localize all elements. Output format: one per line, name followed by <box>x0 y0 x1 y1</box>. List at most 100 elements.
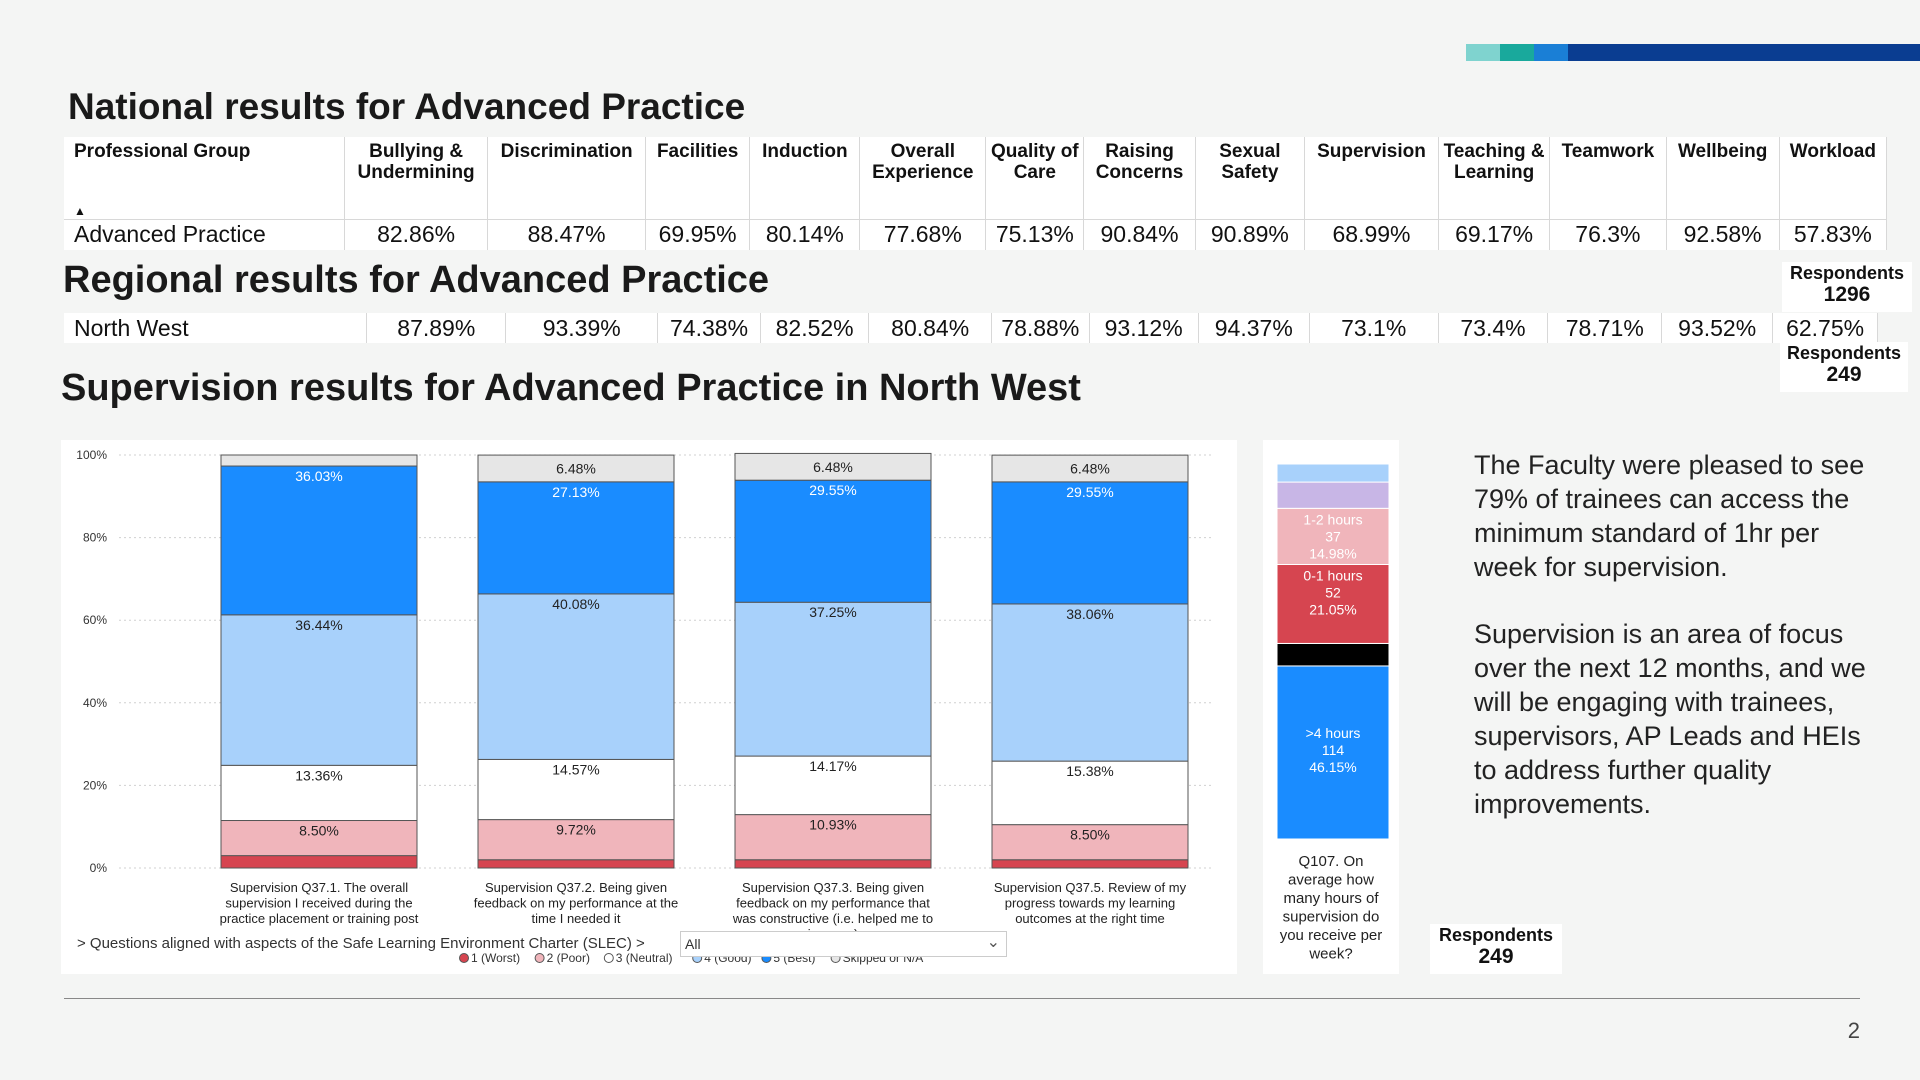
bar-segment <box>734 452 932 481</box>
x-category-label: outcomes at the right time <box>1015 911 1165 926</box>
data-label: 46.15% <box>1309 759 1356 775</box>
column-header[interactable]: Workload <box>1779 137 1888 220</box>
bar-segment <box>220 764 418 822</box>
x-category-label: feedback on my performance that <box>736 896 930 911</box>
table-row: Advanced Practice 82.86% 88.47% 69.95% 80.14… <box>64 218 1888 250</box>
column-header[interactable]: Teamwork <box>1549 137 1667 220</box>
table-cell: 80.14% <box>749 218 861 250</box>
respondents-value: 249 <box>1826 363 1862 386</box>
column-header[interactable]: Induction <box>749 137 861 220</box>
data-label: >4 hours <box>1306 725 1361 741</box>
bar-segment <box>734 814 932 861</box>
legend-marker <box>534 953 545 963</box>
brand-color-strip <box>1466 44 1920 61</box>
data-label: 10.93% <box>809 817 856 833</box>
x-category-label: you receive per <box>1280 927 1383 944</box>
data-label: 14.17% <box>809 758 856 774</box>
legend-marker <box>603 953 614 963</box>
data-label: 36.44% <box>295 617 342 633</box>
table-cell: 68.99% <box>1304 218 1439 250</box>
bar-segment <box>991 454 1189 483</box>
data-label: 14.57% <box>552 761 599 777</box>
data-label: 29.55% <box>1066 484 1113 500</box>
brand-strip-segment <box>1568 44 1920 61</box>
data-label: 40.08% <box>552 596 599 612</box>
data-label: 36.03% <box>295 468 342 484</box>
column-header[interactable]: Quality of Care <box>985 137 1085 220</box>
x-category-label: Supervision Q37.3. Being given <box>742 880 924 895</box>
slec-breadcrumb[interactable]: > Questions aligned with aspects of the … <box>77 935 645 952</box>
table-cell: 93.12% <box>1089 313 1199 343</box>
column-header[interactable]: Supervision <box>1304 137 1439 220</box>
data-label: 1-2 hours <box>1303 511 1362 527</box>
bar-segment <box>991 760 1189 826</box>
bar-segment <box>220 465 418 616</box>
data-label: 9.72% <box>556 822 596 838</box>
table-cell: 76.3% <box>1549 218 1667 250</box>
column-header[interactable]: Sexual Safety <box>1195 137 1306 220</box>
table-cell: 78.71% <box>1547 313 1663 343</box>
data-label: 37.25% <box>809 604 856 620</box>
column-header[interactable]: Wellbeing <box>1666 137 1780 220</box>
x-category-label: feedback on my performance at the <box>474 896 679 911</box>
column-header-professional-group[interactable]: Professional Group ▲ <box>64 137 345 220</box>
table-cell: 93.39% <box>505 313 659 343</box>
bar-segment <box>1276 481 1390 509</box>
y-tick-label: 60% <box>83 613 107 627</box>
table-cell: 92.58% <box>1666 218 1780 250</box>
bar-segment <box>991 859 1189 869</box>
bar-segment <box>220 454 418 467</box>
data-label: 38.06% <box>1066 606 1113 622</box>
column-header[interactable]: Raising Concerns <box>1083 137 1196 220</box>
brand-strip-segment <box>1534 44 1568 61</box>
regional-results-table: North West 87.89% 93.39% 74.38% 82.52% 80.84%… <box>64 313 1878 343</box>
data-label: 29.55% <box>809 482 856 498</box>
national-title: National results for Advanced Practice <box>68 86 746 127</box>
table-cell: 90.84% <box>1083 218 1196 250</box>
bar-segment <box>1276 564 1390 644</box>
column-header[interactable]: Overall Experience <box>859 137 987 220</box>
national-respondents: Respondents 1296 <box>1782 262 1912 312</box>
data-label: 8.50% <box>299 823 339 839</box>
bar-segment <box>734 859 932 869</box>
respondents-value: 1296 <box>1823 283 1871 306</box>
bar-segment <box>220 614 418 766</box>
bar-segment <box>477 859 675 869</box>
data-label: 37 <box>1325 528 1341 544</box>
column-header[interactable]: Teaching & Learning <box>1438 137 1551 220</box>
table-cell: 78.88% <box>991 313 1090 343</box>
data-label: 6.48% <box>556 460 596 476</box>
x-category-label: Supervision Q37.5. Review of my <box>994 880 1187 895</box>
x-category-label: Supervision Q37.2. Being given <box>485 880 667 895</box>
x-category-label: progress towards my learning <box>1005 896 1176 911</box>
data-label: 0-1 hours <box>1303 568 1362 584</box>
filter-dropdown[interactable]: All ⌄ <box>680 931 1007 957</box>
table-cell: 73.4% <box>1438 313 1549 343</box>
data-label: 21.05% <box>1309 602 1356 618</box>
sort-ascending-icon[interactable]: ▲ <box>74 204 86 218</box>
column-header[interactable]: Facilities <box>645 137 751 220</box>
x-category-label: week? <box>1308 946 1352 963</box>
x-category-label: supervision do <box>1283 909 1380 926</box>
column-header[interactable]: Bullying & Undermining <box>344 137 489 220</box>
x-category-label: time I needed it <box>532 911 621 926</box>
x-category-label: practice placement or training post <box>220 911 419 926</box>
bottom-respondents: Respondents 249 <box>1430 924 1562 974</box>
bar-segment <box>734 601 932 757</box>
bar-segment <box>1276 665 1390 840</box>
table-cell: 90.89% <box>1195 218 1306 250</box>
column-header[interactable]: Discrimination <box>487 137 646 220</box>
bar-segment <box>477 593 675 760</box>
x-category-label: average how <box>1288 872 1374 889</box>
table-cell: 57.83% <box>1779 218 1888 250</box>
supervision-stacked-bar-chart: 0% 20% 40% 60% 80% 100% 8.50% 13.36% 36.44% 36.03… <box>76 448 1211 965</box>
bar-segment <box>220 820 418 857</box>
national-results-table: Professional Group ▲ Bullying & Underminin… <box>64 137 1888 250</box>
y-tick-label: 20% <box>83 778 107 792</box>
page-number: 2 <box>1847 1018 1860 1043</box>
x-category-label: Q107. On <box>1298 853 1363 870</box>
respondents-label: Respondents <box>1786 343 1901 363</box>
commentary-text: The Faculty were pleased to see 79% of t… <box>1474 448 1874 854</box>
bar-segment <box>220 855 418 869</box>
